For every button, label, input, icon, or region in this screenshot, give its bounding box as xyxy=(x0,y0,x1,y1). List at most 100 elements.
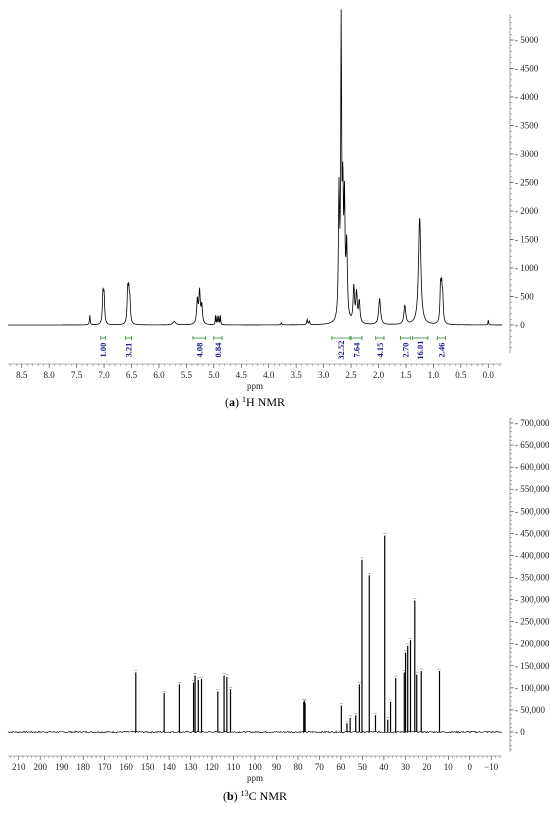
c-nmr-baseline-noise xyxy=(7,730,503,734)
c-nmr-peaks xyxy=(134,533,441,732)
c-nmr-peak xyxy=(225,674,229,732)
h-nmr-x-tick-label: 0.0 xyxy=(483,370,495,380)
c-nmr-y-tick-label: - 600,000 xyxy=(515,462,550,472)
h-nmr-x-tick-label: 6.0 xyxy=(153,370,165,380)
c-nmr-x-tick-label: 190 xyxy=(55,762,69,772)
h-nmr-y-tick-label: - 5000 xyxy=(515,35,539,45)
h-nmr-x-tick-label: 1.0 xyxy=(428,370,440,380)
h-nmr-integral-label: 4.08 xyxy=(194,343,204,358)
h-nmr-y-tick-label: - 4500 xyxy=(515,64,539,74)
c-nmr-x-tick-label: 110 xyxy=(227,762,241,772)
c-nmr-x-tick-label: 80 xyxy=(293,762,303,772)
c-nmr-peak xyxy=(216,689,220,732)
c-nmr-y-tick-label: - 650,000 xyxy=(515,440,550,450)
h-nmr-x-axis: 8.5 8.0 7.5 7.0 6.5 6.0 5.5 5.0 4.5 4.0 3.5 3.0 2.5 2… xyxy=(8,363,502,380)
c-nmr-caption-isotope: 13 xyxy=(241,789,249,798)
c-nmr-x-tick-label: 180 xyxy=(76,762,90,772)
c-nmr-peak xyxy=(360,557,364,732)
h-nmr-y-tick-label: - 3500 xyxy=(515,121,539,131)
c-nmr-peak xyxy=(348,715,352,732)
h-nmr-x-tick-label: 0.5 xyxy=(455,370,467,380)
h-nmr-caption-letter: a xyxy=(229,395,235,409)
h-nmr-y-tick-label: - 1500 xyxy=(515,235,539,245)
c-nmr-peak xyxy=(162,690,166,732)
h-nmr-caption-isotope: 1 xyxy=(242,395,246,404)
h-nmr-x-axis-label: ppm xyxy=(247,381,263,391)
h-nmr-x-tick-label: 7.0 xyxy=(98,370,110,380)
h-nmr-x-tick-label: 4.5 xyxy=(236,370,248,380)
c-nmr-peak xyxy=(177,682,181,732)
h-nmr-x-tick-label: 3.5 xyxy=(291,370,303,380)
c-nmr-x-tick-label: 160 xyxy=(119,762,133,772)
c-nmr-x-tick-label: 210 xyxy=(12,762,26,772)
h-nmr-integral-label: 4.15 xyxy=(375,343,385,358)
h-nmr-integral: 16.01 xyxy=(412,336,429,360)
c-nmr-y-tick-label: - 400,000 xyxy=(515,550,550,560)
c-nmr-peak xyxy=(229,686,233,732)
c-nmr-y-tick-label: - 0 xyxy=(515,727,525,737)
c-nmr-y-tick-label: - 250,000 xyxy=(515,617,550,627)
c-nmr-caption: (b) 13C NMR xyxy=(223,789,287,803)
c-nmr-y-tick-label: - 350,000 xyxy=(515,573,550,583)
h-nmr-caption-text: H NMR xyxy=(246,395,285,409)
h-nmr-integral-label: 32.52 xyxy=(336,340,346,359)
h-nmr-y-tick-label: - 4000 xyxy=(515,92,539,102)
c-nmr-peak xyxy=(409,637,413,732)
h-nmr-integral-label: 3.21 xyxy=(123,343,133,358)
h-nmr-integral: 4.15 xyxy=(375,336,385,357)
c-nmr-x-axis: 210 200 190 180 170 160 150 140 130 120 110 100 90 80… xyxy=(8,755,502,772)
c-nmr-peak xyxy=(357,682,361,732)
h-nmr-x-tick-label: 3.0 xyxy=(318,370,330,380)
h-nmr-integral: 3.21 xyxy=(123,336,133,357)
c-nmr-peak xyxy=(345,720,349,732)
c-nmr-x-tick-label: 140 xyxy=(162,762,176,772)
c-nmr-peak xyxy=(394,675,398,732)
c-nmr-plot: 210 200 190 180 170 160 150 140 130 120 110 100 90 80… xyxy=(7,418,550,803)
h-nmr-x-tick-label: 2.5 xyxy=(345,370,357,380)
c-nmr-peak xyxy=(367,573,371,732)
h-nmr-y-tick-label: - 2000 xyxy=(515,206,539,216)
h-nmr-integral-label: 2.70 xyxy=(400,343,410,358)
h-nmr-integral: 32.52 xyxy=(331,336,351,360)
h-nmr-integrals: 1.00 3.21 4.08 0.84 32.52 7.64 4.15 2.70 16.01 2.… xyxy=(98,336,446,360)
c-nmr-x-tick-label: 200 xyxy=(33,762,47,772)
h-nmr-y-tick-label: - 1000 xyxy=(515,263,539,273)
c-nmr-y-tick-label: - 550,000 xyxy=(515,484,550,494)
h-nmr-y-tick-label: - 0 xyxy=(515,320,525,330)
h-nmr-x-tick-label: 2.0 xyxy=(373,370,385,380)
h-nmr-integral: 0.84 xyxy=(213,336,223,357)
c-nmr-peak xyxy=(134,670,138,732)
c-nmr-peak xyxy=(339,703,343,732)
c-nmr-y-tick-label: - 200,000 xyxy=(515,639,550,649)
c-nmr-x-tick-label: 30 xyxy=(401,762,411,772)
c-nmr-x-axis-label: ppm xyxy=(247,773,263,783)
c-nmr-peak xyxy=(389,699,393,732)
h-nmr-integral-label: 1.00 xyxy=(98,343,108,358)
c-nmr-peak xyxy=(437,668,441,732)
c-nmr-y-tick-label: - 450,000 xyxy=(515,528,550,538)
c-nmr-caption-text: C NMR xyxy=(249,789,287,803)
c-nmr-peak xyxy=(419,668,423,732)
c-nmr-caption-letter: b xyxy=(227,789,234,803)
h-nmr-x-tick-label: 8.5 xyxy=(16,370,28,380)
c-nmr-y-tick-label: - 300,000 xyxy=(515,595,550,605)
c-nmr-y-tick-label: - 150,000 xyxy=(515,661,550,671)
c-nmr-peak xyxy=(386,717,390,732)
c-nmr-x-tick-label: 150 xyxy=(141,762,155,772)
c-nmr-peak xyxy=(193,673,197,732)
h-nmr-caption: (a) 1H NMR xyxy=(225,395,285,409)
h-nmr-x-tick-label: 5.0 xyxy=(208,370,220,380)
c-nmr-peak xyxy=(222,673,226,732)
c-nmr-peak xyxy=(303,700,307,732)
h-nmr-plot: 8.5 8.0 7.5 7.0 6.5 6.0 5.5 5.0 4.5 4.0 3.5 3.0 2.5 2… xyxy=(8,9,539,409)
c-nmr-x-tick-label: 20 xyxy=(422,762,432,772)
c-nmr-x-tick-label: −10 xyxy=(484,762,499,772)
h-nmr-x-tick-label: 4.0 xyxy=(263,370,275,380)
c-nmr-x-tick-label: 170 xyxy=(98,762,112,772)
c-nmr-y-tick-label: - 50,000 xyxy=(515,705,545,715)
h-nmr-integral-label: 2.46 xyxy=(436,343,446,358)
c-nmr-peak xyxy=(200,676,204,732)
h-nmr-integral: 4.08 xyxy=(192,336,207,358)
h-nmr-spectrum-line xyxy=(8,9,502,326)
